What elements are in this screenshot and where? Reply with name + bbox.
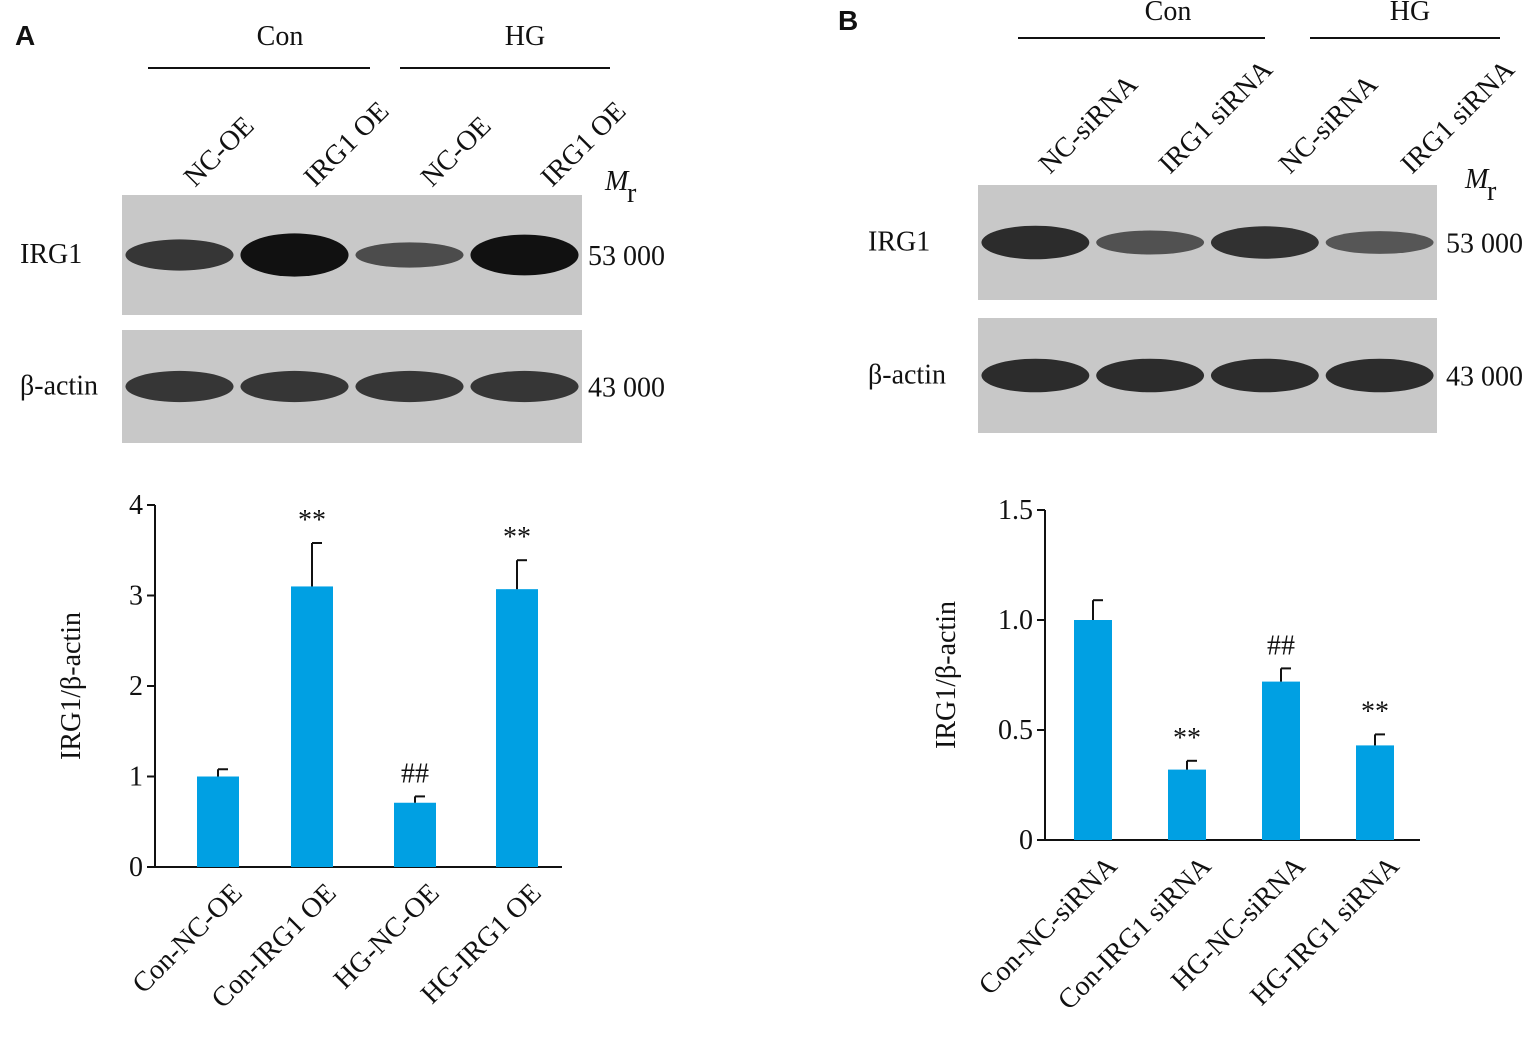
y-tick-label: 0.5 [998,715,1033,746]
group-label: HG [1390,0,1430,27]
mw-label: 53 000 [1446,229,1523,260]
lane-label: NC-OE [415,111,497,193]
blot-band [1096,230,1205,255]
bar [496,589,538,867]
significance: ** [1361,696,1389,727]
significance: ## [401,758,429,789]
significance: ** [298,505,326,536]
y-axis-label: IRG1/β-actin [56,612,87,760]
lane-label: NC-siRNA [1033,68,1145,180]
mr-sub: r [627,178,637,209]
bar [1074,620,1112,840]
y-tick-label: 2 [129,671,143,702]
significance: ## [1267,630,1295,661]
blot-band [470,370,579,403]
significance: ** [503,522,531,553]
mw-label: 53 000 [588,241,665,272]
blot-band [125,370,234,403]
blot-band [981,358,1090,393]
group-label: HG [505,21,545,52]
blot-band [1210,358,1319,393]
bar [1356,745,1394,840]
lane-label: IRG1 siRNA [1395,54,1521,180]
blot-label: IRG1 [868,227,930,258]
bar [197,776,239,867]
bar [1168,769,1206,840]
y-tick-label: 3 [129,581,143,612]
blot-band [470,234,579,276]
blot-band [355,242,464,268]
blot-band [1325,231,1434,254]
y-tick-label: 4 [129,490,143,521]
y-tick-label: 1 [129,762,143,793]
group-label: Con [1145,0,1192,27]
bar [291,586,333,867]
blot-band [1210,226,1319,259]
lane-label: NC-OE [178,111,260,193]
blot-band [240,370,349,403]
y-axis-label: IRG1/β-actin [931,601,962,749]
lane-label: IRG1 siRNA [1153,54,1279,180]
y-tick-label: 1.0 [998,605,1033,636]
mw-label: 43 000 [588,373,665,404]
group-label: Con [257,21,304,52]
blot-label: β-actin [20,371,98,402]
panel-label: B [838,5,858,36]
mr-sub: r [1487,176,1497,207]
y-tick-label: 1.5 [998,495,1033,526]
mr-label: M [1464,164,1490,195]
blot-band [355,370,464,403]
y-tick-label: 0 [1019,825,1033,856]
panel-label: A [15,20,35,51]
mw-label: 43 000 [1446,362,1523,393]
bar [1262,681,1300,840]
mr-label: M [604,166,630,197]
bar [394,802,436,867]
blot-band [1096,358,1205,393]
lane-label: IRG1 OE [298,96,395,193]
blot-label: IRG1 [20,239,82,270]
lane-label: NC-siRNA [1273,68,1385,180]
y-tick-label: 0 [129,852,143,883]
blot-band [981,225,1090,260]
blot-band [125,239,234,271]
blot-band [1325,358,1434,393]
significance: ** [1173,723,1201,754]
blot-band [240,233,349,277]
blot-label: β-actin [868,360,946,391]
